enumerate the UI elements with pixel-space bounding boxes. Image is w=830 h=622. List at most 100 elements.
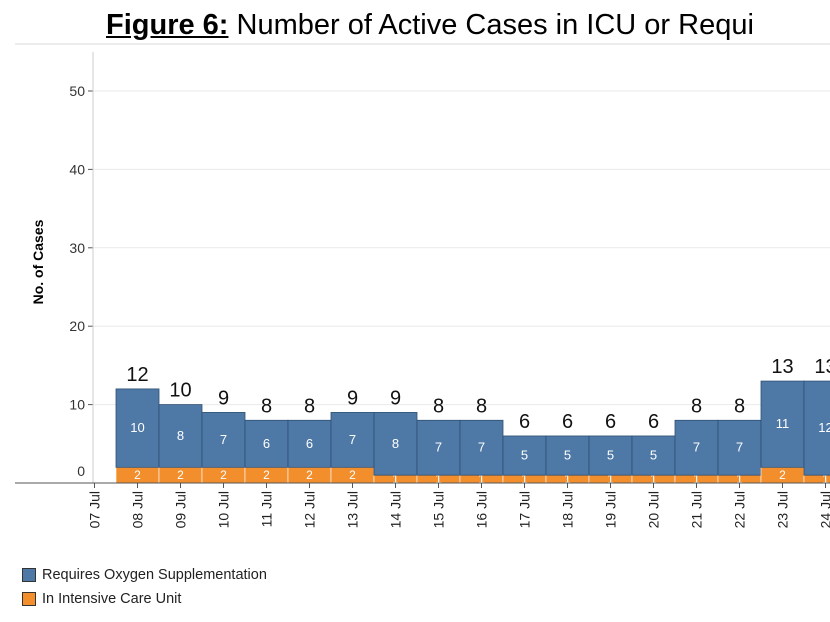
x-tick-label: 12 Jul	[302, 491, 318, 528]
x-tick-label: 10 Jul	[216, 491, 232, 528]
data-label-oxygen: 5	[521, 448, 528, 463]
legend-label-icu: In Intensive Care Unit	[42, 591, 182, 607]
y-tick-label: 50	[69, 83, 85, 99]
stacked-bar-chart: 2101228102792682682791891781781561561561…	[15, 43, 830, 528]
x-tick-label: 23 Jul	[775, 491, 791, 528]
bar-segment-oxygen	[201, 412, 246, 468]
data-label-icu: 2	[349, 468, 356, 482]
x-tick-label: 21 Jul	[689, 491, 705, 528]
data-label-oxygen: 6	[306, 436, 313, 451]
data-label-oxygen: 12	[818, 420, 830, 435]
y-axis-label: No. of Cases	[30, 219, 46, 304]
bar-segment-oxygen	[717, 419, 762, 476]
x-tick-label: 07 Jul	[87, 491, 103, 528]
data-label-icu: 1	[478, 472, 485, 486]
data-label-oxygen: 7	[220, 432, 227, 447]
data-label-icu: 1	[435, 472, 442, 486]
data-label-oxygen: 7	[736, 440, 743, 455]
data-label-total: 9	[347, 387, 358, 409]
x-tick-label: 09 Jul	[173, 491, 189, 528]
legend-swatch-icu	[22, 592, 36, 606]
data-label-total: 8	[304, 395, 315, 417]
axes: 0 10 20 30 40 50 07 Jul 08 Jul 09 Jul 10 Jul 11 Ju…	[15, 43, 830, 528]
data-label-icu: 1	[650, 472, 657, 486]
data-label-icu: 1	[693, 472, 700, 486]
bar-segment-oxygen	[158, 404, 203, 468]
data-label-icu: 2	[134, 468, 141, 482]
data-label-oxygen: 8	[177, 428, 184, 443]
x-tick-label: 11 Jul	[259, 491, 275, 527]
bar-segment-oxygen	[631, 435, 676, 476]
bar-segment-oxygen	[545, 435, 590, 476]
data-label-icu: 2	[263, 468, 270, 482]
data-label-oxygen: 5	[650, 448, 657, 463]
data-label-icu: 2	[779, 468, 786, 482]
data-label-oxygen: 7	[435, 440, 442, 455]
bar-segment-oxygen	[416, 419, 461, 476]
bar-segment-oxygen	[760, 380, 805, 468]
data-label-total: 9	[390, 387, 401, 409]
data-label-oxygen: 10	[130, 420, 144, 435]
data-label-total: 10	[169, 380, 191, 402]
bar-segment-oxygen	[244, 419, 289, 468]
x-tick-label: 20 Jul	[646, 491, 662, 528]
y-tick-label: 40	[69, 161, 85, 177]
title-text: Number of Active Cases in ICU or Requi	[236, 9, 754, 41]
x-tick-label: 14 Jul	[388, 491, 404, 528]
x-tick-label: 24 Jul	[818, 491, 830, 528]
data-label-icu: 2	[306, 468, 313, 482]
data-label-oxygen: 7	[349, 432, 356, 447]
data-label-icu: 1	[607, 472, 614, 486]
data-label-total: 13	[771, 356, 793, 378]
data-label-total: 13	[814, 356, 830, 378]
gridlines	[93, 90, 830, 406]
data-label-total: 6	[605, 411, 616, 433]
data-label-total: 8	[691, 395, 702, 417]
x-tick-label: 08 Jul	[130, 491, 146, 528]
x-tick-label: 19 Jul	[603, 491, 619, 528]
x-tick-label: 15 Jul	[431, 491, 447, 528]
bar-segment-oxygen	[588, 435, 633, 476]
x-tick-label: 17 Jul	[517, 491, 533, 528]
chart-title: Figure 6: Number of Active Cases in ICU …	[106, 6, 754, 44]
x-tick-label: 13 Jul	[345, 491, 361, 528]
data-label-icu: 1	[564, 472, 571, 486]
data-label-total: 8	[261, 395, 272, 417]
y-tick-label: 0	[77, 463, 85, 479]
bar-segment-oxygen	[674, 419, 719, 476]
data-label-icu: 1	[736, 472, 743, 486]
bar-segment-oxygen	[459, 419, 504, 476]
data-label-total: 9	[218, 387, 229, 409]
x-tick-label: 16 Jul	[474, 491, 490, 528]
y-tick-label: 30	[69, 240, 85, 256]
data-label-icu: 2	[177, 468, 184, 482]
data-label-total: 8	[433, 395, 444, 417]
bar-segment-oxygen	[330, 412, 375, 468]
data-label-oxygen: 8	[392, 436, 399, 451]
data-label-total: 6	[562, 411, 573, 433]
data-label-oxygen: 11	[776, 416, 790, 431]
bar-segment-oxygen	[803, 380, 830, 476]
y-tick-label: 10	[69, 397, 85, 413]
data-label-oxygen: 6	[263, 436, 270, 451]
data-label-total: 12	[126, 364, 148, 386]
legend-item-icu: In Intensive Care Unit	[22, 591, 181, 607]
bar-segment-oxygen	[502, 435, 547, 476]
bar-segment-oxygen	[373, 412, 418, 476]
data-label-icu: 1	[521, 472, 528, 486]
data-label-icu: 1	[392, 472, 399, 486]
data-label-total: 8	[734, 395, 745, 417]
x-tick-label: 18 Jul	[560, 491, 576, 528]
legend-label-oxygen: Requires Oxygen Supplementation	[42, 567, 267, 583]
figure-number: Figure 6:	[106, 9, 229, 41]
data-label-oxygen: 7	[478, 440, 485, 455]
data-label-total: 6	[648, 411, 659, 433]
legend-swatch-oxygen	[22, 568, 36, 582]
y-tick-label: 20	[69, 318, 85, 334]
legend-item-oxygen: Requires Oxygen Supplementation	[22, 567, 267, 583]
data-label-total: 6	[519, 411, 530, 433]
data-label-icu: 1	[822, 472, 829, 486]
data-label-oxygen: 5	[564, 448, 571, 463]
data-label-oxygen: 7	[693, 440, 700, 455]
data-label-oxygen: 5	[607, 448, 614, 463]
